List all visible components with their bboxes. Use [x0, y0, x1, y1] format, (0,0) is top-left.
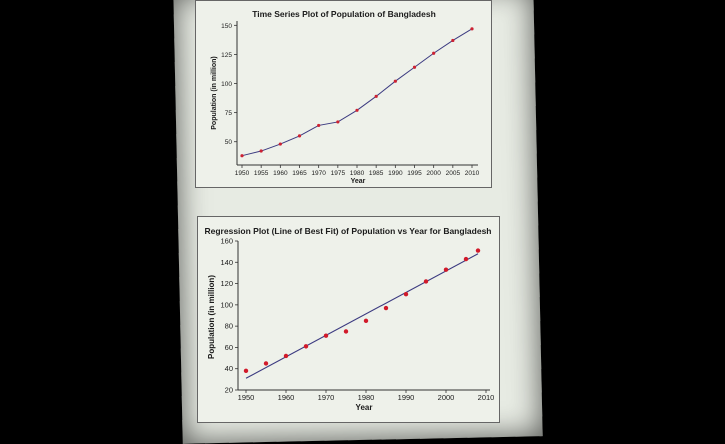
x-tick-label: 1960 [273, 170, 288, 177]
data-point [355, 108, 359, 112]
y-tick-label: 140 [220, 258, 233, 267]
data-point [297, 134, 302, 138]
data-point [451, 38, 455, 43]
x-ticks: 1950 1955 1960 1965 1970 1975 1980 1985 1990 1995… [235, 165, 480, 177]
y-tick-label: 100 [220, 300, 233, 309]
plot-marks [240, 27, 474, 158]
regression-chart-panel: Regression Plot (Line of Best Fit) of Po… [197, 216, 500, 423]
x-tick-label: 1950 [238, 393, 255, 402]
x-tick-label: 1965 [292, 170, 307, 177]
x-tick-label: 1980 [358, 393, 375, 402]
data-point [317, 123, 321, 128]
y-tick-label: 160 [220, 237, 233, 246]
x-tick-label: 1950 [235, 170, 250, 177]
time-series-chart-panel: Time Series Plot of Population of Bangla… [195, 0, 492, 188]
x-tick-label: 1975 [331, 170, 346, 177]
x-tick-label: 2000 [438, 393, 455, 402]
data-point [278, 142, 282, 146]
y-ticks: 20 40 60 80 100 120 140 160 [220, 237, 238, 395]
data-point [393, 79, 397, 83]
y-tick-label: 75 [225, 110, 233, 117]
chart-title: Regression Plot (Line of Best Fit) of Po… [205, 226, 492, 236]
y-tick-label: 20 [225, 386, 233, 395]
y-tick-label: 100 [221, 81, 232, 88]
x-tick-label: 2000 [426, 170, 441, 177]
x-axis-label: Year [351, 178, 366, 185]
y-tick-label: 50 [225, 139, 233, 146]
x-tick-label: 1990 [388, 170, 403, 177]
data-point [443, 267, 449, 272]
x-tick-label: 1980 [350, 170, 365, 177]
series-line [241, 28, 473, 157]
x-tick-label: 1985 [369, 170, 384, 177]
x-axis-label: Year [356, 403, 373, 412]
x-tick-label: 1995 [407, 170, 422, 177]
y-tick-label: 60 [225, 343, 233, 352]
data-point [263, 361, 269, 366]
x-ticks: 1950 1960 1970 1980 1990 2000 2010 [238, 390, 495, 402]
best-fit-line [245, 253, 479, 379]
data-point [470, 27, 474, 31]
data-point [403, 292, 409, 297]
y-axis-label: Population (in million) [211, 56, 218, 130]
y-tick-label: 80 [225, 322, 233, 331]
x-tick-label: 1970 [318, 393, 335, 402]
y-axis-label: Population (in million) [207, 275, 216, 359]
data-point [323, 333, 329, 338]
data-point [243, 368, 249, 374]
data-point [374, 94, 378, 98]
x-tick-label: 1990 [398, 393, 415, 402]
y-tick-label: 120 [220, 279, 233, 288]
x-tick-label: 2005 [446, 170, 461, 177]
chart-title: Time Series Plot of Population of Bangla… [252, 9, 436, 19]
data-point [432, 51, 436, 55]
data-point [303, 344, 309, 349]
plot-marks [243, 248, 481, 379]
data-point [383, 305, 389, 311]
data-point [336, 120, 340, 124]
time-series-chart: Time Series Plot of Population of Bangla… [211, 9, 480, 185]
y-ticks: 50 75 100 125 150 [221, 23, 237, 146]
x-tick-label: 1955 [254, 170, 269, 177]
data-point [463, 256, 469, 262]
x-tick-label: 2010 [465, 170, 480, 177]
x-tick-label: 1960 [278, 393, 295, 402]
data-point [240, 154, 244, 158]
y-tick-label: 150 [221, 23, 232, 30]
regression-chart: Regression Plot (Line of Best Fit) of Po… [205, 226, 495, 412]
x-tick-label: 1970 [311, 170, 326, 177]
y-tick-label: 125 [221, 52, 232, 59]
data-point [283, 353, 289, 359]
data-point [412, 65, 417, 69]
data-point [475, 248, 481, 253]
y-tick-label: 40 [225, 364, 233, 373]
data-point [343, 329, 349, 334]
data-point [259, 149, 263, 153]
data-point [363, 318, 369, 324]
data-point [423, 279, 429, 284]
x-tick-label: 2010 [478, 393, 495, 402]
